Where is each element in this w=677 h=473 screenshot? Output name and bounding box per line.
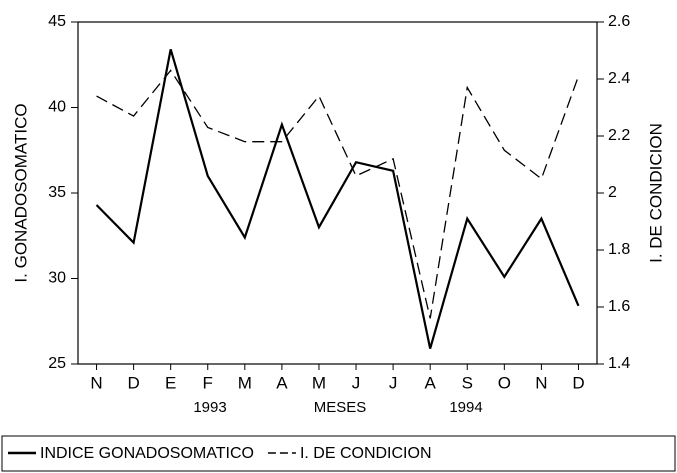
y-tick-label: 45: [48, 13, 66, 30]
y-tick-label: 35: [48, 184, 66, 201]
y2-tick-label: 2.6: [608, 13, 630, 30]
y-tick-label: 40: [48, 99, 66, 116]
annotation: 1993: [193, 399, 226, 416]
y2-axis-label: I. DE CONDICION: [646, 123, 665, 263]
annotation: 1994: [449, 399, 482, 416]
x-tick-label: S: [462, 373, 473, 392]
x-tick-label: A: [425, 373, 437, 392]
x-tick-label: J: [352, 373, 361, 392]
x-tick-label: D: [572, 373, 584, 392]
x-axis-label: MESES: [314, 399, 367, 416]
x-tick-label: A: [276, 373, 288, 392]
y-tick-label: 25: [48, 355, 66, 372]
y2-tick-label: 1.4: [608, 355, 630, 372]
legend-label: INDICE GONADOSOMATICO: [40, 445, 254, 462]
series-line: [95, 49, 580, 349]
legend-box: [1, 435, 676, 472]
x-tick-label: F: [203, 373, 213, 392]
x-tick-label: N: [90, 373, 102, 392]
y-axis-label: I. GONADOSOMATICO: [11, 103, 30, 282]
y2-tick-label: 2: [608, 184, 617, 201]
x-tick-label: M: [312, 373, 326, 392]
x-tick-label: O: [498, 373, 511, 392]
x-tick-label: E: [165, 373, 176, 392]
y2-tick-label: 1.6: [608, 298, 630, 315]
x-tick-label: J: [389, 373, 398, 392]
legend-label: I. DE CONDICION: [300, 445, 432, 462]
series-line: [96, 69, 580, 319]
x-tick-label: M: [238, 373, 252, 392]
y2-tick-label: 2.4: [608, 70, 630, 87]
y-tick-label: 30: [48, 270, 66, 287]
y2-tick-label: 1.8: [608, 241, 630, 258]
x-tick-label: N: [535, 373, 547, 392]
y2-tick-label: 2.2: [608, 127, 630, 144]
x-tick-label: D: [127, 373, 139, 392]
